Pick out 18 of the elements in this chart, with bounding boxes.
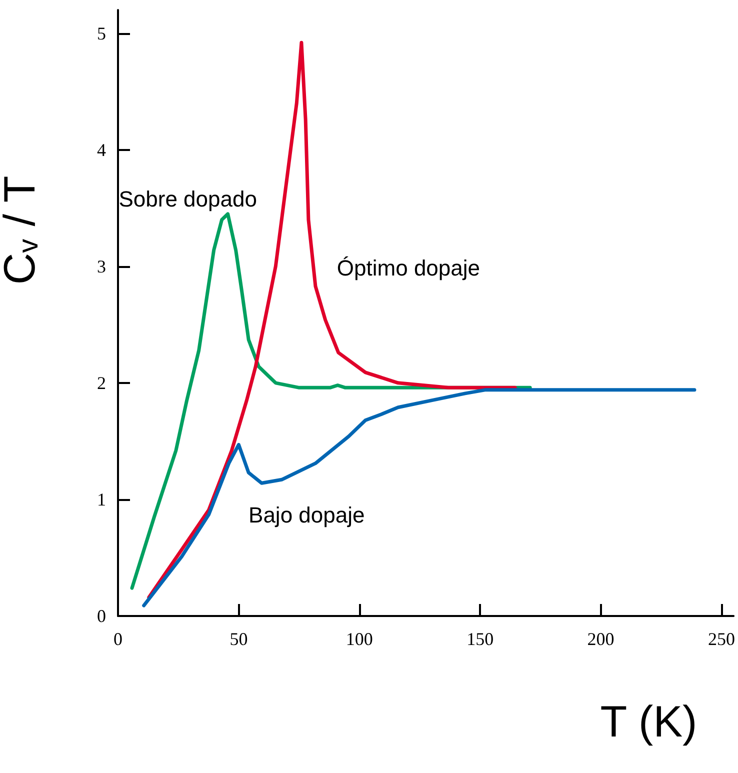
- y-axis-title: Cv / T: [0, 176, 44, 285]
- y-tick-label: 3: [97, 256, 106, 276]
- y-tick-label: 2: [97, 372, 106, 393]
- x-axis-title: T (K): [600, 698, 698, 746]
- line-series: [142, 388, 696, 608]
- y-tick-label: 4: [97, 140, 106, 160]
- series-label: Sobre dopado: [118, 186, 257, 212]
- series-label: Óptimo dopaje: [336, 255, 480, 280]
- x-tick-label: 50: [230, 629, 248, 649]
- y-tick-label: 0: [97, 606, 106, 626]
- x-tick-label: 0: [114, 629, 122, 649]
- x-tick-label: 250: [708, 629, 735, 649]
- x-tick-label: 100: [346, 629, 373, 649]
- y-tick-label: 1: [97, 489, 106, 510]
- x-tick-label: 200: [587, 629, 614, 649]
- y-tick-label: 5: [97, 23, 106, 44]
- x-tick-label: 150: [466, 629, 494, 649]
- series-label: Bajo dopaje: [248, 502, 365, 528]
